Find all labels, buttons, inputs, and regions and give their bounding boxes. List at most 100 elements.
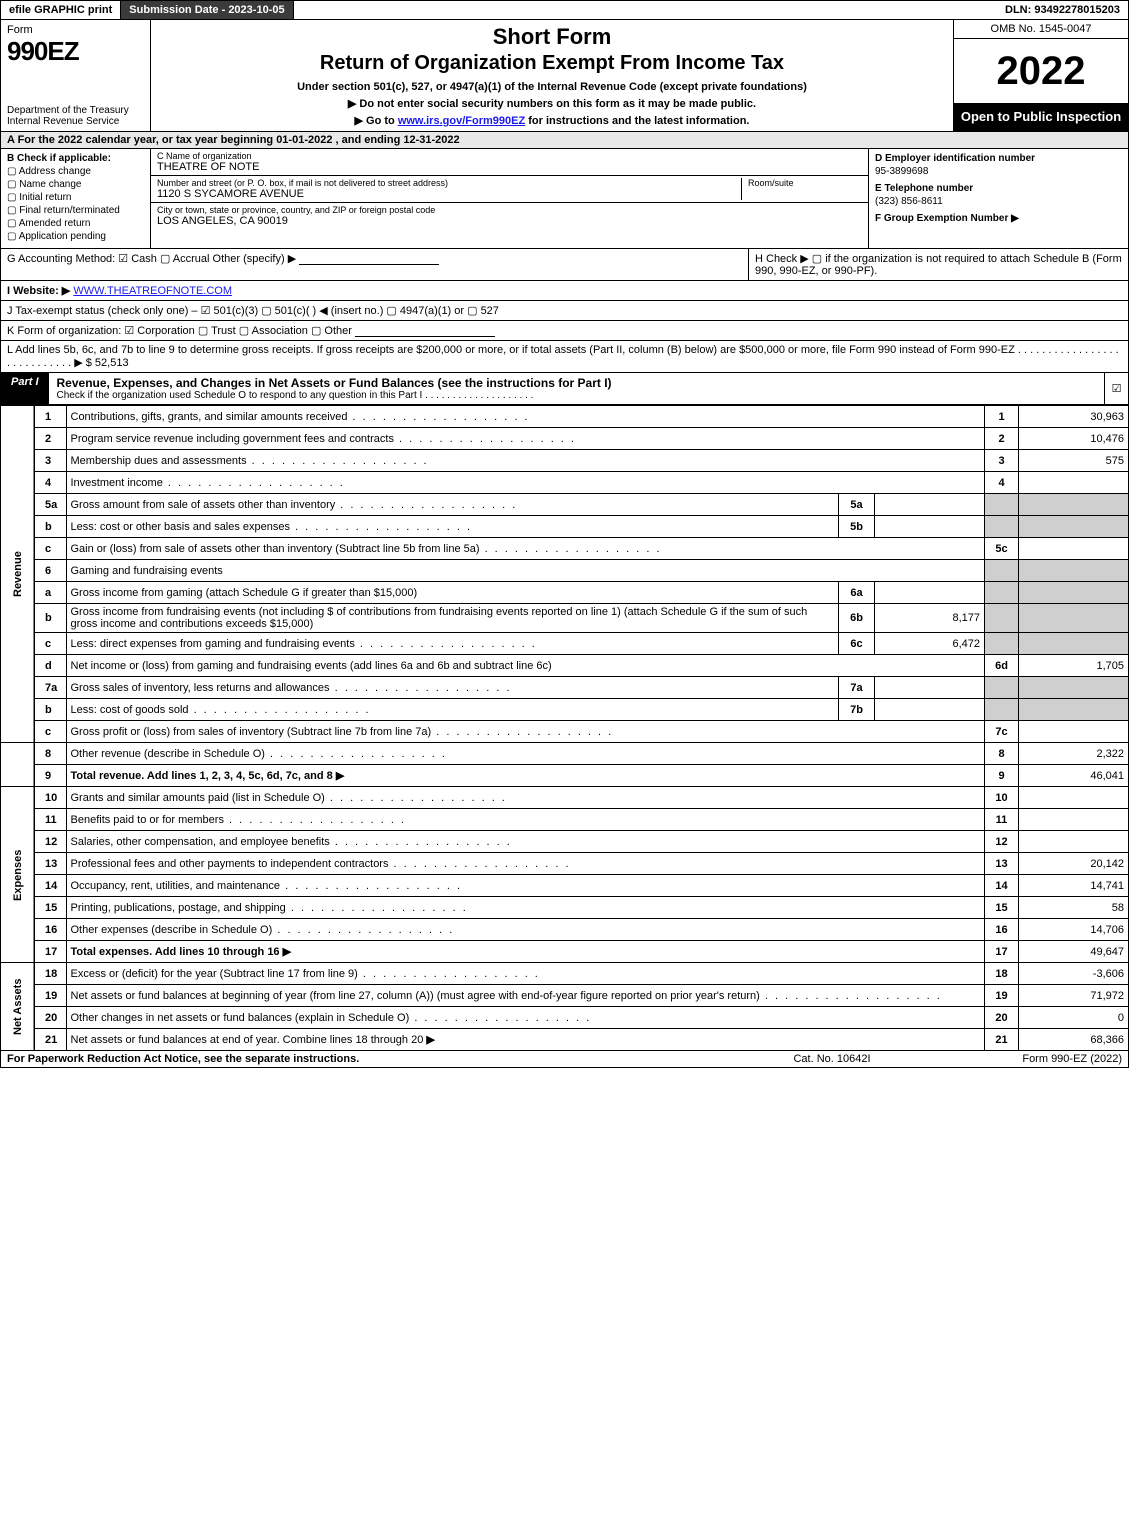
city-cell: City or town, state or province, country… xyxy=(151,203,868,229)
row-6a: a Gross income from gaming (attach Sched… xyxy=(1,582,1129,604)
side-net-assets: Net Assets xyxy=(1,963,35,1051)
part1-title: Revenue, Expenses, and Changes in Net As… xyxy=(49,373,1104,404)
r7a-ln xyxy=(985,677,1019,699)
r20-num: 20 xyxy=(34,1007,66,1029)
org-name-label: C Name of organization xyxy=(157,151,862,161)
org-name-value: THEATRE OF NOTE xyxy=(157,161,862,173)
row-20: 20 Other changes in net assets or fund b… xyxy=(1,1007,1129,1029)
r6d-amt: 1,705 xyxy=(1019,655,1129,677)
row-5b: b Less: cost or other basis and sales ex… xyxy=(1,516,1129,538)
r11-num: 11 xyxy=(34,809,66,831)
section-a: A For the 2022 calendar year, or tax yea… xyxy=(0,132,1129,149)
r10-ln: 10 xyxy=(985,787,1019,809)
r6c-amt xyxy=(1019,633,1129,655)
r13-desc: Professional fees and other payments to … xyxy=(66,853,985,875)
chk-final-return[interactable]: Final return/terminated xyxy=(7,205,144,216)
other-specify-field[interactable] xyxy=(299,253,439,265)
r16-desc: Other expenses (describe in Schedule O) xyxy=(66,919,985,941)
row-12: 12 Salaries, other compensation, and emp… xyxy=(1,831,1129,853)
r6d-num: d xyxy=(34,655,66,677)
r10-amt xyxy=(1019,787,1129,809)
r4-desc: Investment income xyxy=(66,472,985,494)
r3-ln: 3 xyxy=(985,450,1019,472)
gh-row: G Accounting Method: ☑ Cash ▢ Accrual Ot… xyxy=(0,249,1129,281)
r12-ln: 12 xyxy=(985,831,1019,853)
r6a-desc: Gross income from gaming (attach Schedul… xyxy=(66,582,839,604)
dept-text: Department of the Treasury Internal Reve… xyxy=(7,105,144,127)
r7a-desc: Gross sales of inventory, less returns a… xyxy=(66,677,839,699)
r6d-ln: 6d xyxy=(985,655,1019,677)
chk-name-change[interactable]: Name change xyxy=(7,179,144,190)
r6a-num: a xyxy=(34,582,66,604)
box-c: C Name of organization THEATRE OF NOTE N… xyxy=(151,149,868,248)
topbar-spacer xyxy=(294,1,997,19)
row-19: 19 Net assets or fund balances at beginn… xyxy=(1,985,1129,1007)
other-org-field[interactable] xyxy=(355,325,495,337)
r19-amt: 71,972 xyxy=(1019,985,1129,1007)
r15-amt: 58 xyxy=(1019,897,1129,919)
page-footer: For Paperwork Reduction Act Notice, see … xyxy=(0,1051,1129,1068)
part1-checkbox[interactable]: ☑ xyxy=(1104,373,1128,404)
form-header: Form 990EZ Department of the Treasury In… xyxy=(0,20,1129,132)
r2-num: 2 xyxy=(34,428,66,450)
line-h: H Check ▶ ▢ if the organization is not r… xyxy=(748,249,1128,280)
r6a-sv xyxy=(875,582,985,604)
address-cell: Number and street (or P. O. box, if mail… xyxy=(151,176,868,203)
row-2: 2 Program service revenue including gove… xyxy=(1,428,1129,450)
r7b-amt xyxy=(1019,699,1129,721)
r6c-desc: Less: direct expenses from gaming and fu… xyxy=(66,633,839,655)
irs-link[interactable]: www.irs.gov/Form990EZ xyxy=(398,115,525,127)
r12-num: 12 xyxy=(34,831,66,853)
identity-row: B Check if applicable: Address change Na… xyxy=(0,149,1129,249)
r7c-ln: 7c xyxy=(985,721,1019,743)
r15-ln: 15 xyxy=(985,897,1019,919)
chk-amended-return[interactable]: Amended return xyxy=(7,218,144,229)
dln-text: DLN: 93492278015203 xyxy=(997,1,1128,19)
r6a-sn: 6a xyxy=(839,582,875,604)
r4-ln: 4 xyxy=(985,472,1019,494)
row-6d: d Net income or (loss) from gaming and f… xyxy=(1,655,1129,677)
line-g: G Accounting Method: ☑ Cash ▢ Accrual Ot… xyxy=(1,249,748,280)
r13-ln: 13 xyxy=(985,853,1019,875)
r21-ln: 21 xyxy=(985,1029,1019,1051)
row-4: 4 Investment income 4 xyxy=(1,472,1129,494)
header-left: Form 990EZ Department of the Treasury In… xyxy=(1,20,151,131)
group-exemption-label: F Group Exemption Number ▶ xyxy=(875,213,1122,224)
r5c-num: c xyxy=(34,538,66,560)
footer-left: For Paperwork Reduction Act Notice, see … xyxy=(7,1053,722,1065)
r21-desc: Net assets or fund balances at end of ye… xyxy=(66,1029,985,1051)
row-7a: 7a Gross sales of inventory, less return… xyxy=(1,677,1129,699)
line-k-text: K Form of organization: ☑ Corporation ▢ … xyxy=(7,325,352,337)
r6b-ln xyxy=(985,604,1019,633)
row-7b: b Less: cost of goods sold 7b xyxy=(1,699,1129,721)
instr-goto-post: for instructions and the latest informat… xyxy=(525,115,749,127)
side-expenses: Expenses xyxy=(1,787,35,963)
r9-num: 9 xyxy=(34,765,66,787)
r7b-ln xyxy=(985,699,1019,721)
chk-address-change[interactable]: Address change xyxy=(7,166,144,177)
r10-num: 10 xyxy=(34,787,66,809)
row-10: Expenses 10 Grants and similar amounts p… xyxy=(1,787,1129,809)
r7a-sn: 7a xyxy=(839,677,875,699)
chk-initial-return[interactable]: Initial return xyxy=(7,192,144,203)
r20-ln: 20 xyxy=(985,1007,1019,1029)
r1-amt: 30,963 xyxy=(1019,406,1129,428)
r8-num: 8 xyxy=(34,743,66,765)
r17-num: 17 xyxy=(34,941,66,963)
r14-ln: 14 xyxy=(985,875,1019,897)
subtitle: Under section 501(c), 527, or 4947(a)(1)… xyxy=(297,81,807,93)
line-j: J Tax-exempt status (check only one) – ☑… xyxy=(0,301,1129,321)
instr-no-ssn: ▶ Do not enter social security numbers o… xyxy=(348,97,756,110)
r7c-desc: Gross profit or (loss) from sales of inv… xyxy=(66,721,985,743)
row-17: 17 Total expenses. Add lines 10 through … xyxy=(1,941,1129,963)
r19-desc: Net assets or fund balances at beginning… xyxy=(66,985,985,1007)
city-value: LOS ANGELES, CA 90019 xyxy=(157,215,862,227)
r5b-desc: Less: cost or other basis and sales expe… xyxy=(66,516,839,538)
chk-application-pending[interactable]: Application pending xyxy=(7,231,144,242)
r19-ln: 19 xyxy=(985,985,1019,1007)
row-9: 9 Total revenue. Add lines 1, 2, 3, 4, 5… xyxy=(1,765,1129,787)
r13-amt: 20,142 xyxy=(1019,853,1129,875)
r19-num: 19 xyxy=(34,985,66,1007)
website-link[interactable]: WWW.THEATREOFNOTE.COM xyxy=(73,285,232,297)
r5a-ln xyxy=(985,494,1019,516)
